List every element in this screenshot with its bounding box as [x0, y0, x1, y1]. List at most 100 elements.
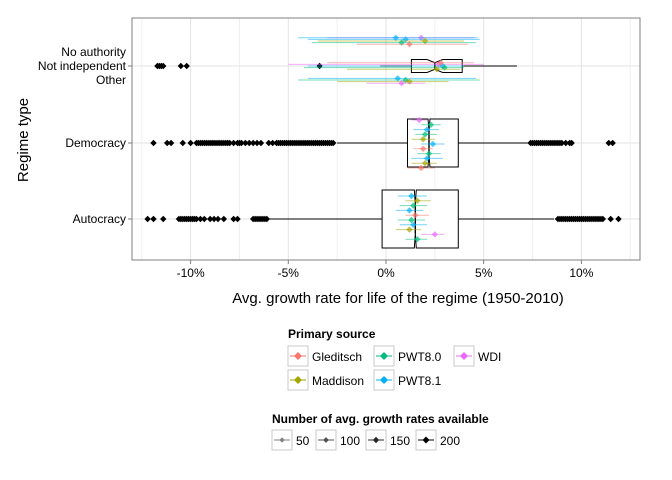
- outlier-point: [179, 139, 186, 147]
- x-tick-label: 10%: [569, 266, 593, 280]
- estimate-point: [412, 212, 419, 219]
- legend-growth-count-title: Number of avg. growth rates available: [272, 412, 489, 426]
- outlier-point: [242, 139, 249, 147]
- legend-source-label: PWT8.1: [398, 374, 442, 388]
- legend-growth-count: Number of avg. growth rates available 50…: [271, 412, 489, 451]
- x-axis-title: Avg. growth rate for life of the regime …: [232, 290, 564, 307]
- estimate-point: [398, 39, 405, 46]
- estimate-point: [441, 64, 448, 71]
- outlier-point: [265, 139, 272, 147]
- outlier-point: [238, 139, 245, 147]
- legend-primary-source: Primary source Gleditsch Maddison PWT8.0 PW…: [287, 327, 501, 391]
- estimate-point: [431, 231, 439, 238]
- legend-source-label: PWT8.0: [398, 350, 442, 364]
- legend-primary-source-title: Primary source: [288, 327, 376, 341]
- x-tick-label: 5%: [475, 266, 493, 280]
- estimate-point: [392, 34, 399, 41]
- outlier-point: [234, 215, 241, 223]
- legend-source-diamond: [460, 352, 468, 360]
- outlier-point: [607, 215, 614, 223]
- outlier-point: [160, 215, 167, 223]
- outlier-point: [187, 139, 194, 147]
- outlier-point: [249, 139, 257, 147]
- estimate-point: [414, 236, 421, 243]
- legend-source-diamond: [294, 352, 302, 360]
- legend-source-diamond: [380, 376, 388, 384]
- estimate-point: [419, 136, 427, 143]
- outlier-point: [263, 215, 271, 223]
- estimate-point: [425, 150, 433, 157]
- legend-count-diamond: [422, 436, 430, 444]
- estimate-point: [421, 160, 429, 167]
- outlier-point: [197, 215, 204, 223]
- outlier-point: [230, 215, 237, 223]
- outlier-point: [257, 139, 265, 147]
- estimate-point: [410, 202, 417, 209]
- x-tick-label: -5%: [278, 266, 300, 280]
- estimate-point: [406, 226, 413, 233]
- outlier-point: [206, 215, 214, 223]
- outlier-point: [230, 139, 237, 147]
- legend-source-label: WDI: [478, 350, 501, 364]
- legend-source-label: Gleditsch: [312, 350, 362, 364]
- estimate-point: [417, 164, 425, 172]
- y-tick-label: Autocracy: [73, 212, 126, 226]
- estimate-point: [414, 197, 421, 204]
- outlier-point: [193, 215, 200, 223]
- outlier-point: [253, 139, 261, 147]
- y-tick-label: No authority: [61, 45, 126, 59]
- legend-source-diamond: [380, 352, 388, 360]
- estimate-point: [416, 116, 423, 124]
- outlier-point: [605, 139, 612, 147]
- outlier-point: [615, 215, 622, 223]
- legend-count-diamond: [372, 436, 380, 444]
- legend-count-diamond: [323, 437, 329, 443]
- outlier-point: [562, 139, 569, 147]
- outlier-point: [214, 215, 222, 223]
- outlier-point: [183, 62, 190, 70]
- estimate-point: [410, 221, 417, 228]
- estimate-point: [398, 80, 405, 87]
- y-tick-label: Other: [96, 73, 126, 87]
- outlier-point: [246, 139, 253, 147]
- outlier-point: [167, 139, 175, 147]
- y-tick-label: Not independent: [38, 59, 127, 73]
- legend-count-label: 150: [390, 434, 410, 448]
- outlier-point: [160, 62, 167, 70]
- legend-count-diamond: [279, 437, 285, 443]
- estimate-point: [406, 41, 413, 48]
- estimate-point: [433, 66, 440, 73]
- outlier-point: [609, 139, 616, 147]
- legend-source-diamond: [294, 376, 302, 384]
- outlier-point: [220, 215, 228, 223]
- y-axis-title: Regime type: [15, 98, 32, 182]
- outlier-point: [163, 139, 171, 147]
- outlier-point: [599, 215, 607, 223]
- estimate-point: [419, 145, 427, 152]
- legend-count-label: 200: [440, 434, 460, 448]
- estimate-point: [429, 140, 437, 148]
- estimate-point: [437, 59, 444, 66]
- outlier-point: [150, 139, 157, 147]
- outlier-point: [177, 62, 185, 70]
- legend-source-label: Maddison: [312, 374, 364, 388]
- outlier-point: [226, 139, 233, 147]
- x-tick-label: -10%: [177, 266, 205, 280]
- estimate-point: [427, 121, 435, 128]
- estimate-point: [406, 207, 413, 214]
- outlier-point: [330, 139, 337, 147]
- outlier-point: [558, 139, 566, 147]
- outlier-point: [210, 215, 218, 223]
- outlier-point: [150, 215, 157, 223]
- outlier-point: [568, 139, 575, 147]
- estimate-point: [423, 155, 431, 162]
- outlier-point: [269, 139, 276, 147]
- estimate-point: [421, 131, 429, 138]
- y-tick-label: Democracy: [65, 136, 126, 150]
- x-tick-label: 0%: [377, 266, 395, 280]
- legend-count-label: 50: [296, 434, 310, 448]
- estimate-point: [423, 126, 431, 133]
- source-estimate-layer: [288, 34, 484, 243]
